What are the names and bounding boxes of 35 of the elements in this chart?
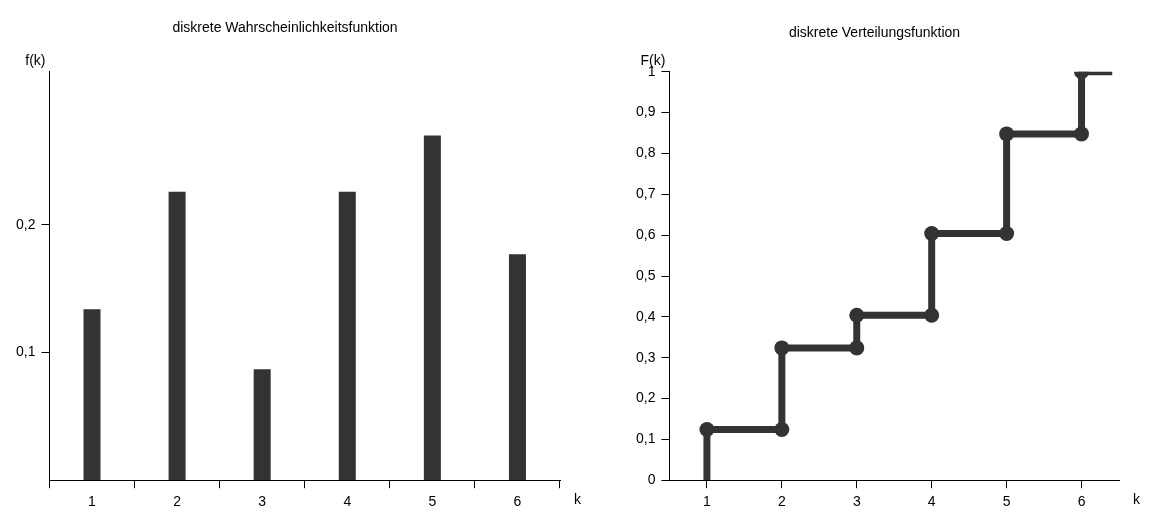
x-tick-label: 5 [428, 493, 437, 510]
x-tick-label: 2 [173, 493, 182, 510]
bar [83, 309, 101, 481]
y-tick-label: 0,2 [635, 389, 656, 406]
x-tick-label: 1 [703, 493, 712, 510]
x-tick-label: 3 [258, 493, 267, 510]
y-tick-label: 0,5 [635, 266, 656, 283]
y-axis-title: f(k) [25, 51, 46, 68]
y-tick-label: 0,7 [635, 185, 656, 202]
y-tick-label: 0,2 [15, 215, 36, 232]
x-tick-label: 4 [343, 493, 352, 510]
x-tick-label: 6 [1077, 493, 1086, 510]
y-tick-label: 0,3 [635, 348, 656, 365]
x-tick-label: 6 [513, 493, 522, 510]
bar [338, 191, 356, 481]
x-tick-label: 3 [852, 493, 861, 510]
y-tick-label: 0,9 [635, 103, 656, 120]
bar [168, 191, 186, 481]
x-tick-label: 2 [777, 493, 786, 510]
chart-title: diskrete Wahrscheinlichkeitsfunktion [172, 19, 398, 36]
bar [423, 135, 441, 481]
x-tick-label: 4 [927, 493, 936, 510]
y-tick-label: 0,8 [635, 144, 656, 161]
bar [508, 254, 526, 481]
bar [253, 369, 271, 481]
y-tick-label: 0 [647, 471, 656, 488]
x-axis-title: k [1133, 491, 1141, 508]
y-tick-label: 0,4 [635, 307, 656, 324]
chart-title: diskrete Verteilungsfunktion [788, 24, 961, 41]
x-tick-label: 5 [1002, 493, 1011, 510]
x-axis-title: k [574, 491, 582, 508]
x-tick-label: 1 [88, 493, 97, 510]
y-tick-label: 0,6 [635, 226, 656, 243]
y-tick-label: 0,1 [635, 430, 656, 447]
y-tick-label: 0,1 [15, 343, 36, 360]
